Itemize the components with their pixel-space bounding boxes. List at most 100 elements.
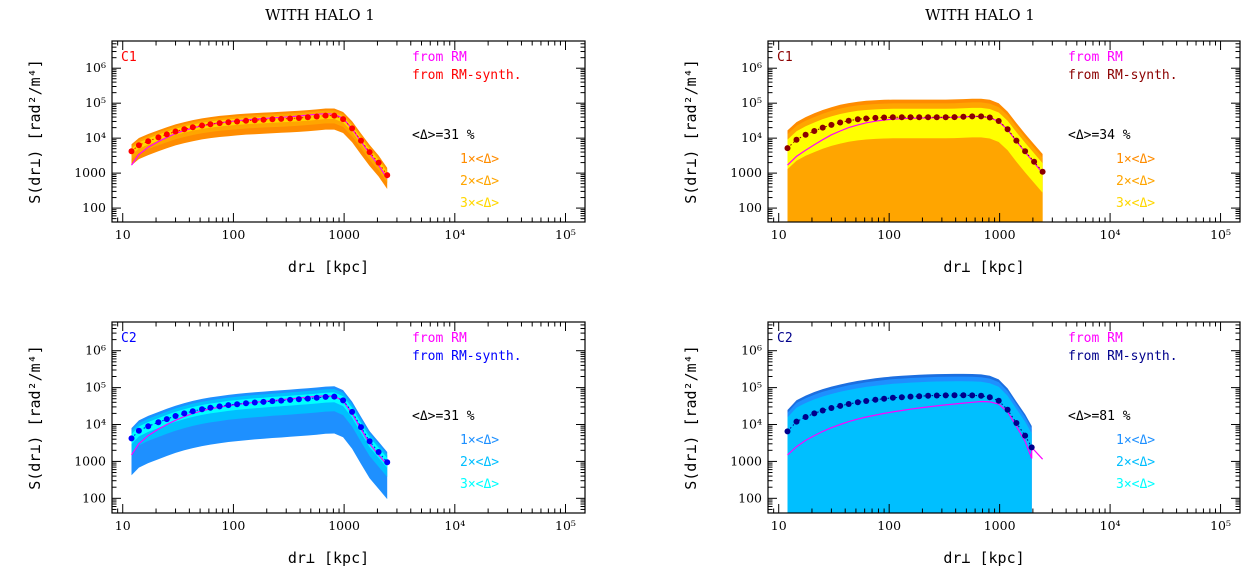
error-bands [787, 98, 1044, 222]
rm-synth-point [1004, 406, 1011, 413]
x-axis-label: dr⊥ [kpc] [943, 258, 1024, 276]
rm-synth-point [172, 413, 179, 419]
y-axis-label: S(dr⊥) [rad²/m⁴] [682, 345, 700, 490]
y-tick-label: 1000 [730, 453, 762, 468]
x-tick-label: 100 [221, 227, 245, 242]
band-label-3: 3×<Δ> [460, 477, 499, 492]
rm-synth-point [1039, 168, 1046, 175]
rm-synth-point [960, 392, 967, 399]
rm-synth-point [155, 419, 162, 426]
rm-synth-point [304, 114, 311, 121]
panel-3: 10 100 1000 10⁴ 10⁵ 100 1000 10⁴ 10⁵ 10⁶ dr⊥ [kpc]… [26, 321, 586, 567]
rm-synth-point [295, 396, 302, 403]
rm-synth-point [375, 159, 382, 166]
rm-synth-point [793, 136, 800, 143]
x-tick-label: 10⁵ [555, 518, 576, 533]
legend-rm: from RM [1068, 331, 1123, 346]
rm-synth-point [1013, 420, 1020, 426]
rm-synth-point [322, 112, 329, 119]
rm-synth-point [811, 128, 818, 134]
rm-synth-point [366, 149, 373, 156]
error-bands [787, 373, 1044, 513]
rm-synth-point [313, 394, 320, 401]
y-tick-label: 10⁶ [85, 343, 106, 358]
band-label-3: 3×<Δ> [1116, 477, 1155, 492]
left-column-title: WITH HALO 1 [265, 6, 375, 24]
rm-synth-point [207, 404, 214, 411]
rm-synth-point [995, 118, 1002, 124]
legend-rm-synth: from RM-synth. [1068, 68, 1178, 83]
rm-synth-point [802, 414, 809, 420]
x-tick-label: 10⁴ [1100, 227, 1121, 242]
rm-synth-point [135, 427, 142, 434]
rm-synth-point [933, 114, 940, 121]
rm-synth-point [951, 392, 958, 399]
x-tick-label: 10⁴ [1100, 518, 1121, 533]
rm-synth-point [925, 114, 932, 121]
rm-synth-point [872, 114, 879, 121]
rm-synth-point [828, 121, 835, 128]
band-label-1: 1×<Δ> [1116, 433, 1155, 448]
rm-synth-point [907, 114, 914, 121]
rm-synth-point [260, 398, 267, 405]
rm-synth-point [845, 401, 852, 407]
y-tick-label: 100 [82, 490, 106, 505]
x-tick-label: 10 [115, 518, 131, 533]
rm-synth-point [189, 124, 196, 131]
rm-synth-point [854, 399, 861, 406]
axis-ticks [767, 321, 1240, 514]
rm-synth-point [889, 394, 896, 401]
rm-synth-point [986, 114, 993, 121]
y-tick-label: 1000 [74, 453, 106, 468]
rm-synth-point [145, 423, 152, 430]
rm-synth-point [155, 134, 162, 141]
band-1x-delta [787, 381, 1032, 513]
rm-synth-point [340, 397, 347, 404]
y-tick-label: 10⁵ [741, 95, 762, 110]
rm-synth-point [837, 402, 844, 409]
x-tick-label: 100 [877, 518, 901, 533]
rm-synth-point [811, 410, 818, 417]
rm-synth-point [358, 424, 364, 431]
rm-synth-point [375, 449, 382, 455]
legend-rm: from RM [412, 331, 467, 346]
x-axis-label: dr⊥ [kpc] [943, 549, 1024, 567]
right-column-title: WITH HALO 1 [925, 6, 1035, 24]
rm-synth-point [986, 394, 993, 401]
rm-synth-point [278, 397, 285, 404]
x-axis-label: dr⊥ [kpc] [288, 549, 369, 567]
rm-synth-point [969, 113, 976, 120]
y-tick-label: 10⁵ [741, 380, 762, 395]
rm-synth-point [942, 114, 949, 121]
rm-synth-point [916, 114, 923, 121]
rm-synth-point [933, 392, 940, 399]
rm-synth-point [907, 393, 914, 400]
legend-rm-synth: from RM-synth. [1068, 349, 1178, 364]
y-tick-label: 10⁴ [741, 130, 762, 145]
x-tick-label: 10⁴ [444, 518, 465, 533]
rm-synth-point [269, 398, 276, 405]
y-tick-label: 10⁵ [85, 380, 106, 395]
rm-synth-point [898, 114, 905, 121]
x-tick-label: 10⁵ [555, 227, 576, 242]
x-tick-label: 1000 [984, 518, 1016, 533]
error-bands [131, 386, 388, 500]
x-tick-label: 1000 [328, 227, 360, 242]
axis-ticks [111, 321, 585, 514]
x-tick-label: 10 [771, 518, 787, 533]
rm-synth-point [863, 398, 870, 404]
band-label-3: 3×<Δ> [1116, 196, 1155, 211]
rm-synth-point [889, 114, 896, 121]
rm-synth-point [349, 125, 356, 132]
rm-synth-point [978, 113, 985, 120]
rm-synth-point [128, 148, 135, 155]
band-label-1: 1×<Δ> [1116, 152, 1155, 167]
rm-synth-point [243, 400, 249, 407]
x-tick-label: 10 [115, 227, 131, 242]
legend-rm: from RM [1068, 50, 1123, 65]
rm-synth-point [942, 392, 949, 399]
y-axis-label: S(dr⊥) [rad²/m⁴] [682, 59, 700, 204]
rm-synth-point [304, 395, 311, 402]
mean-delta-label: <Δ>=81 % [1068, 409, 1131, 424]
rm-synth-point [128, 435, 135, 442]
